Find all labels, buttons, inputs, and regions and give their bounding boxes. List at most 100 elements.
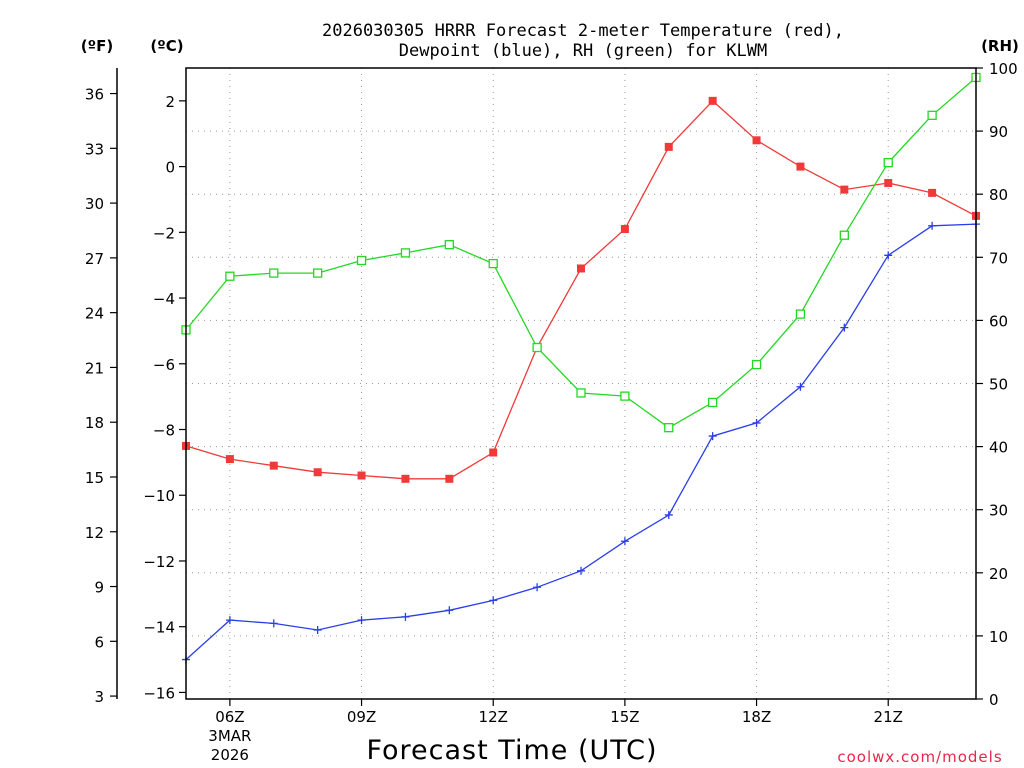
celsius-unit-label: (ºC) xyxy=(150,37,183,55)
time-tick-label: 09Z xyxy=(347,708,376,726)
rh-tick-label: 80 xyxy=(989,186,1008,204)
time-tick-label: 15Z xyxy=(610,708,639,726)
dewpoint-point xyxy=(664,510,673,519)
celsius-tick-label: −12 xyxy=(143,553,175,571)
rh-point xyxy=(488,258,498,269)
rh-tick-label: 40 xyxy=(989,439,1008,457)
dewpoint-point xyxy=(620,537,629,546)
rh-point xyxy=(356,255,367,266)
temperature-point xyxy=(620,225,629,234)
fahrenheit-tick-label: 3 xyxy=(94,688,104,706)
fahrenheit-tick-label: 9 xyxy=(94,579,104,597)
dewpoint-point xyxy=(752,418,761,427)
time-date-label: 3MAR xyxy=(208,727,251,745)
dewpoint-point xyxy=(928,221,937,230)
rh-point xyxy=(927,110,937,120)
rh-point xyxy=(620,391,630,401)
rh-point xyxy=(532,342,542,353)
fahrenheit-unit-label: (ºF) xyxy=(81,37,113,55)
temperature-point xyxy=(577,264,585,273)
plot-area-frame xyxy=(185,67,977,700)
celsius-tick-label: −16 xyxy=(143,684,175,702)
dewpoint-point xyxy=(357,616,366,625)
time-tick-label: 21Z xyxy=(874,708,903,726)
rh-tick-label: 0 xyxy=(989,691,999,709)
celsius-tick-label: −2 xyxy=(153,224,175,242)
time-year-label: 2026 xyxy=(211,746,249,764)
rh-tick-label: 70 xyxy=(989,249,1008,267)
celsius-tick-label: 2 xyxy=(165,93,175,111)
temperature-point xyxy=(752,136,761,145)
dewpoint-point xyxy=(269,619,278,628)
celsius-tick-label: 0 xyxy=(165,159,175,177)
rh-point xyxy=(751,359,762,370)
fahrenheit-tick-label: 21 xyxy=(85,359,104,377)
rh-tick-label: 100 xyxy=(989,60,1018,78)
rh-tick-label: 90 xyxy=(989,123,1008,141)
rh-point xyxy=(225,271,235,281)
celsius-tick-label: −14 xyxy=(143,619,175,637)
rh-line xyxy=(185,77,977,429)
rh-tick-label: 30 xyxy=(989,502,1008,520)
temperature-point xyxy=(225,455,234,464)
temperature-point xyxy=(313,468,322,477)
temperature-point xyxy=(928,188,937,197)
temperature-point xyxy=(489,448,498,457)
rh-tick-label: 50 xyxy=(989,376,1008,394)
dewpoint-point xyxy=(577,566,585,575)
fahrenheit-tick-label: 27 xyxy=(85,250,104,268)
fahrenheit-tick-label: 33 xyxy=(85,140,104,158)
celsius-axis: 2 0 −2 −4 −6 −8 −10 −12 −14 −16 xyxy=(143,93,186,702)
chart-title-line2: Dewpoint (blue), RH (green) for KLWM xyxy=(399,41,767,61)
fahrenheit-axis: 36 33 30 27 24 21 18 15 12 9 6 3 xyxy=(85,86,117,706)
rh-point xyxy=(664,423,674,433)
grid-lines xyxy=(186,68,976,699)
temperature-point xyxy=(445,474,454,483)
time-tick-label: 06Z xyxy=(215,708,244,726)
dewpoint-point xyxy=(225,616,234,625)
temperature-line xyxy=(185,99,977,480)
fahrenheit-tick-label: 15 xyxy=(85,469,104,487)
fahrenheit-tick-label: 6 xyxy=(94,633,104,651)
celsius-tick-label: −8 xyxy=(153,422,175,440)
credit-text: coolwx.com/models xyxy=(837,748,1002,766)
temperature-point xyxy=(884,179,893,188)
temperature-point xyxy=(708,96,717,105)
dewpoint-point xyxy=(708,432,717,441)
fahrenheit-tick-label: 12 xyxy=(85,524,104,542)
rh-unit-label: (RH) xyxy=(981,37,1019,55)
rh-point xyxy=(839,230,849,240)
rh-point xyxy=(795,309,806,319)
rh-point xyxy=(269,268,279,278)
dewpoint-line xyxy=(185,223,977,661)
dewpoint-point xyxy=(884,251,893,260)
celsius-tick-label: −4 xyxy=(153,290,175,308)
temperature-point xyxy=(357,471,366,480)
temperature-point xyxy=(401,474,410,483)
rh-tick-label: 20 xyxy=(989,565,1008,583)
rh-tick-label: 60 xyxy=(989,312,1008,330)
rh-point xyxy=(313,268,323,278)
dewpoint-point xyxy=(401,612,410,621)
rh-point xyxy=(576,388,586,398)
celsius-tick-label: −6 xyxy=(153,356,175,374)
celsius-tick-label: −10 xyxy=(143,487,175,505)
dewpoint-point xyxy=(445,606,454,615)
time-tick-label: 12Z xyxy=(479,708,508,726)
temperature-point xyxy=(269,461,278,470)
dewpoint-point xyxy=(840,323,849,332)
dewpoint-point xyxy=(796,382,805,391)
dewpoint-point xyxy=(313,625,322,634)
rh-point xyxy=(708,397,718,408)
temperature-point xyxy=(664,142,673,151)
data-series xyxy=(181,72,981,664)
fahrenheit-tick-label: 24 xyxy=(85,305,104,323)
rh-point xyxy=(444,240,454,250)
dewpoint-point xyxy=(533,583,542,592)
chart-title-line1: 2026030305 HRRR Forecast 2-meter Tempera… xyxy=(322,21,844,41)
rh-tick-label: 10 xyxy=(989,628,1008,646)
x-axis-label: Forecast Time (UTC) xyxy=(366,735,657,766)
rh-point xyxy=(883,157,893,168)
